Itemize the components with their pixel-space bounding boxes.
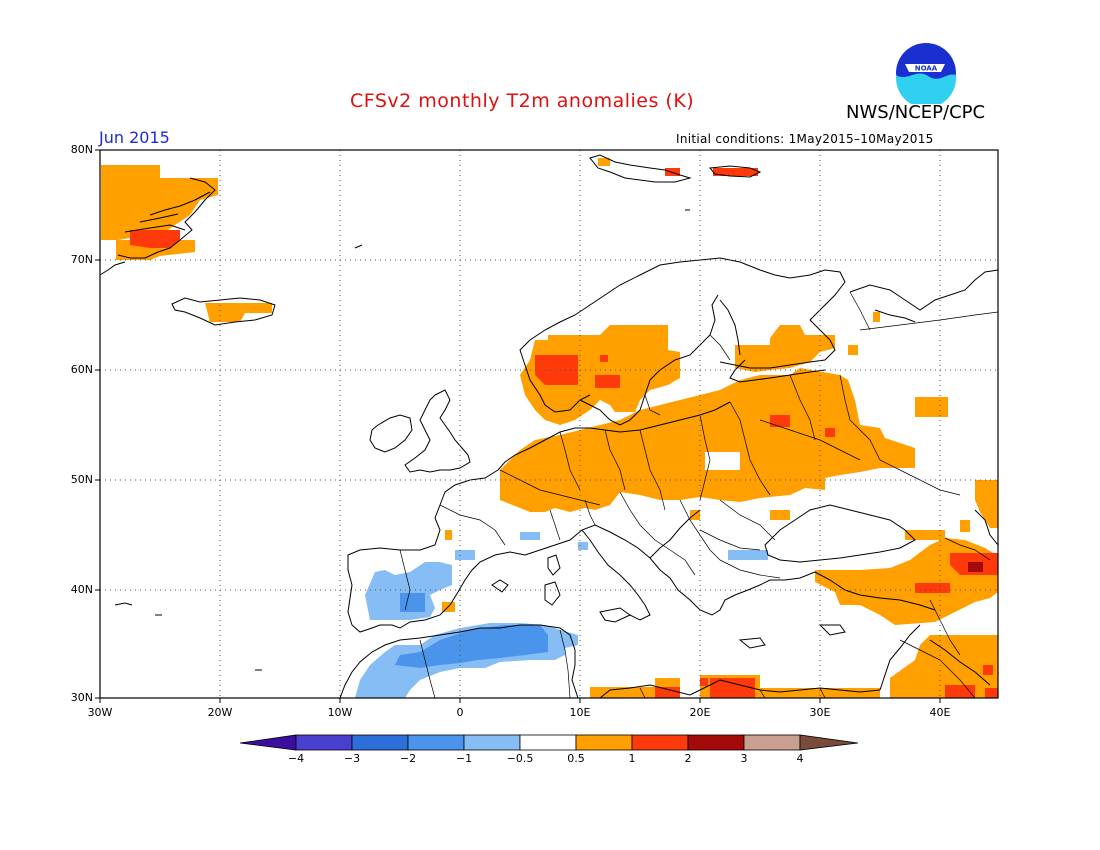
colorbar-segment <box>463 734 521 751</box>
colorbar-label: 1 <box>628 752 636 765</box>
colorbar-label: −3 <box>343 752 361 765</box>
warm-turkey <box>815 538 998 625</box>
colorbar-segment <box>687 734 745 751</box>
forecast-month: Jun 2015 <box>99 128 170 147</box>
lon-tick-label: 10W <box>327 706 353 719</box>
initial-conditions: Initial conditions: 1May2015–10May2015 <box>676 132 934 146</box>
lat-tick-label: 80N <box>70 143 93 156</box>
coastlines <box>99 154 999 699</box>
lon-tick-label: 40E <box>929 706 951 719</box>
colorbar-label: 4 <box>796 752 804 765</box>
colorbar-label: −0.5 <box>506 752 534 765</box>
map-title: CFSv2 monthly T2m anomalies (K) <box>350 90 695 112</box>
colorbar-segment <box>295 734 353 751</box>
lat-tick-label: 50N <box>70 473 93 486</box>
colorbar-label: 0.5 <box>567 752 585 765</box>
lon-tick-label: 0 <box>456 706 464 719</box>
colorbar-label: −2 <box>399 752 417 765</box>
cool-iberia <box>365 562 452 620</box>
lat-tick-label: 40N <box>70 583 93 596</box>
lat-tick-label: 30N <box>70 691 93 704</box>
colorbar-low-arrow <box>239 734 297 751</box>
grid-lines <box>100 150 998 698</box>
colorbar-label: −4 <box>287 752 305 765</box>
colorbar-segment <box>351 734 409 751</box>
lon-tick-label: 20E <box>689 706 711 719</box>
colorbar-segment <box>575 734 633 751</box>
warm-central-europe <box>500 368 915 512</box>
lon-tick-label: 30W <box>87 706 113 719</box>
colorbar-segment <box>519 734 577 751</box>
lon-tick-label: 10E <box>569 706 591 719</box>
lat-tick-label: 60N <box>70 363 93 376</box>
agency-label: NWS/NCEP/CPC <box>846 102 986 123</box>
lon-tick-label: 20W <box>207 706 233 719</box>
colorbar-segment <box>407 734 465 751</box>
anomaly-fills <box>101 158 998 698</box>
tick-marks <box>95 149 941 703</box>
colorbar-segment <box>631 734 689 751</box>
lon-tick-label: 30E <box>809 706 831 719</box>
colorbar-high-arrow <box>799 734 859 751</box>
colorbar-label: 3 <box>740 752 748 765</box>
colorbar-segment <box>743 734 801 751</box>
noaa-logo-icon: NOAA <box>896 43 956 104</box>
colorbar-label: −1 <box>455 752 473 765</box>
lat-tick-label: 70N <box>70 253 93 266</box>
map-frame <box>99 149 999 699</box>
colorbar <box>239 734 859 751</box>
logo-text: NOAA <box>915 65 938 73</box>
colorbar-label: 2 <box>684 752 692 765</box>
warm-greenland <box>101 165 218 240</box>
